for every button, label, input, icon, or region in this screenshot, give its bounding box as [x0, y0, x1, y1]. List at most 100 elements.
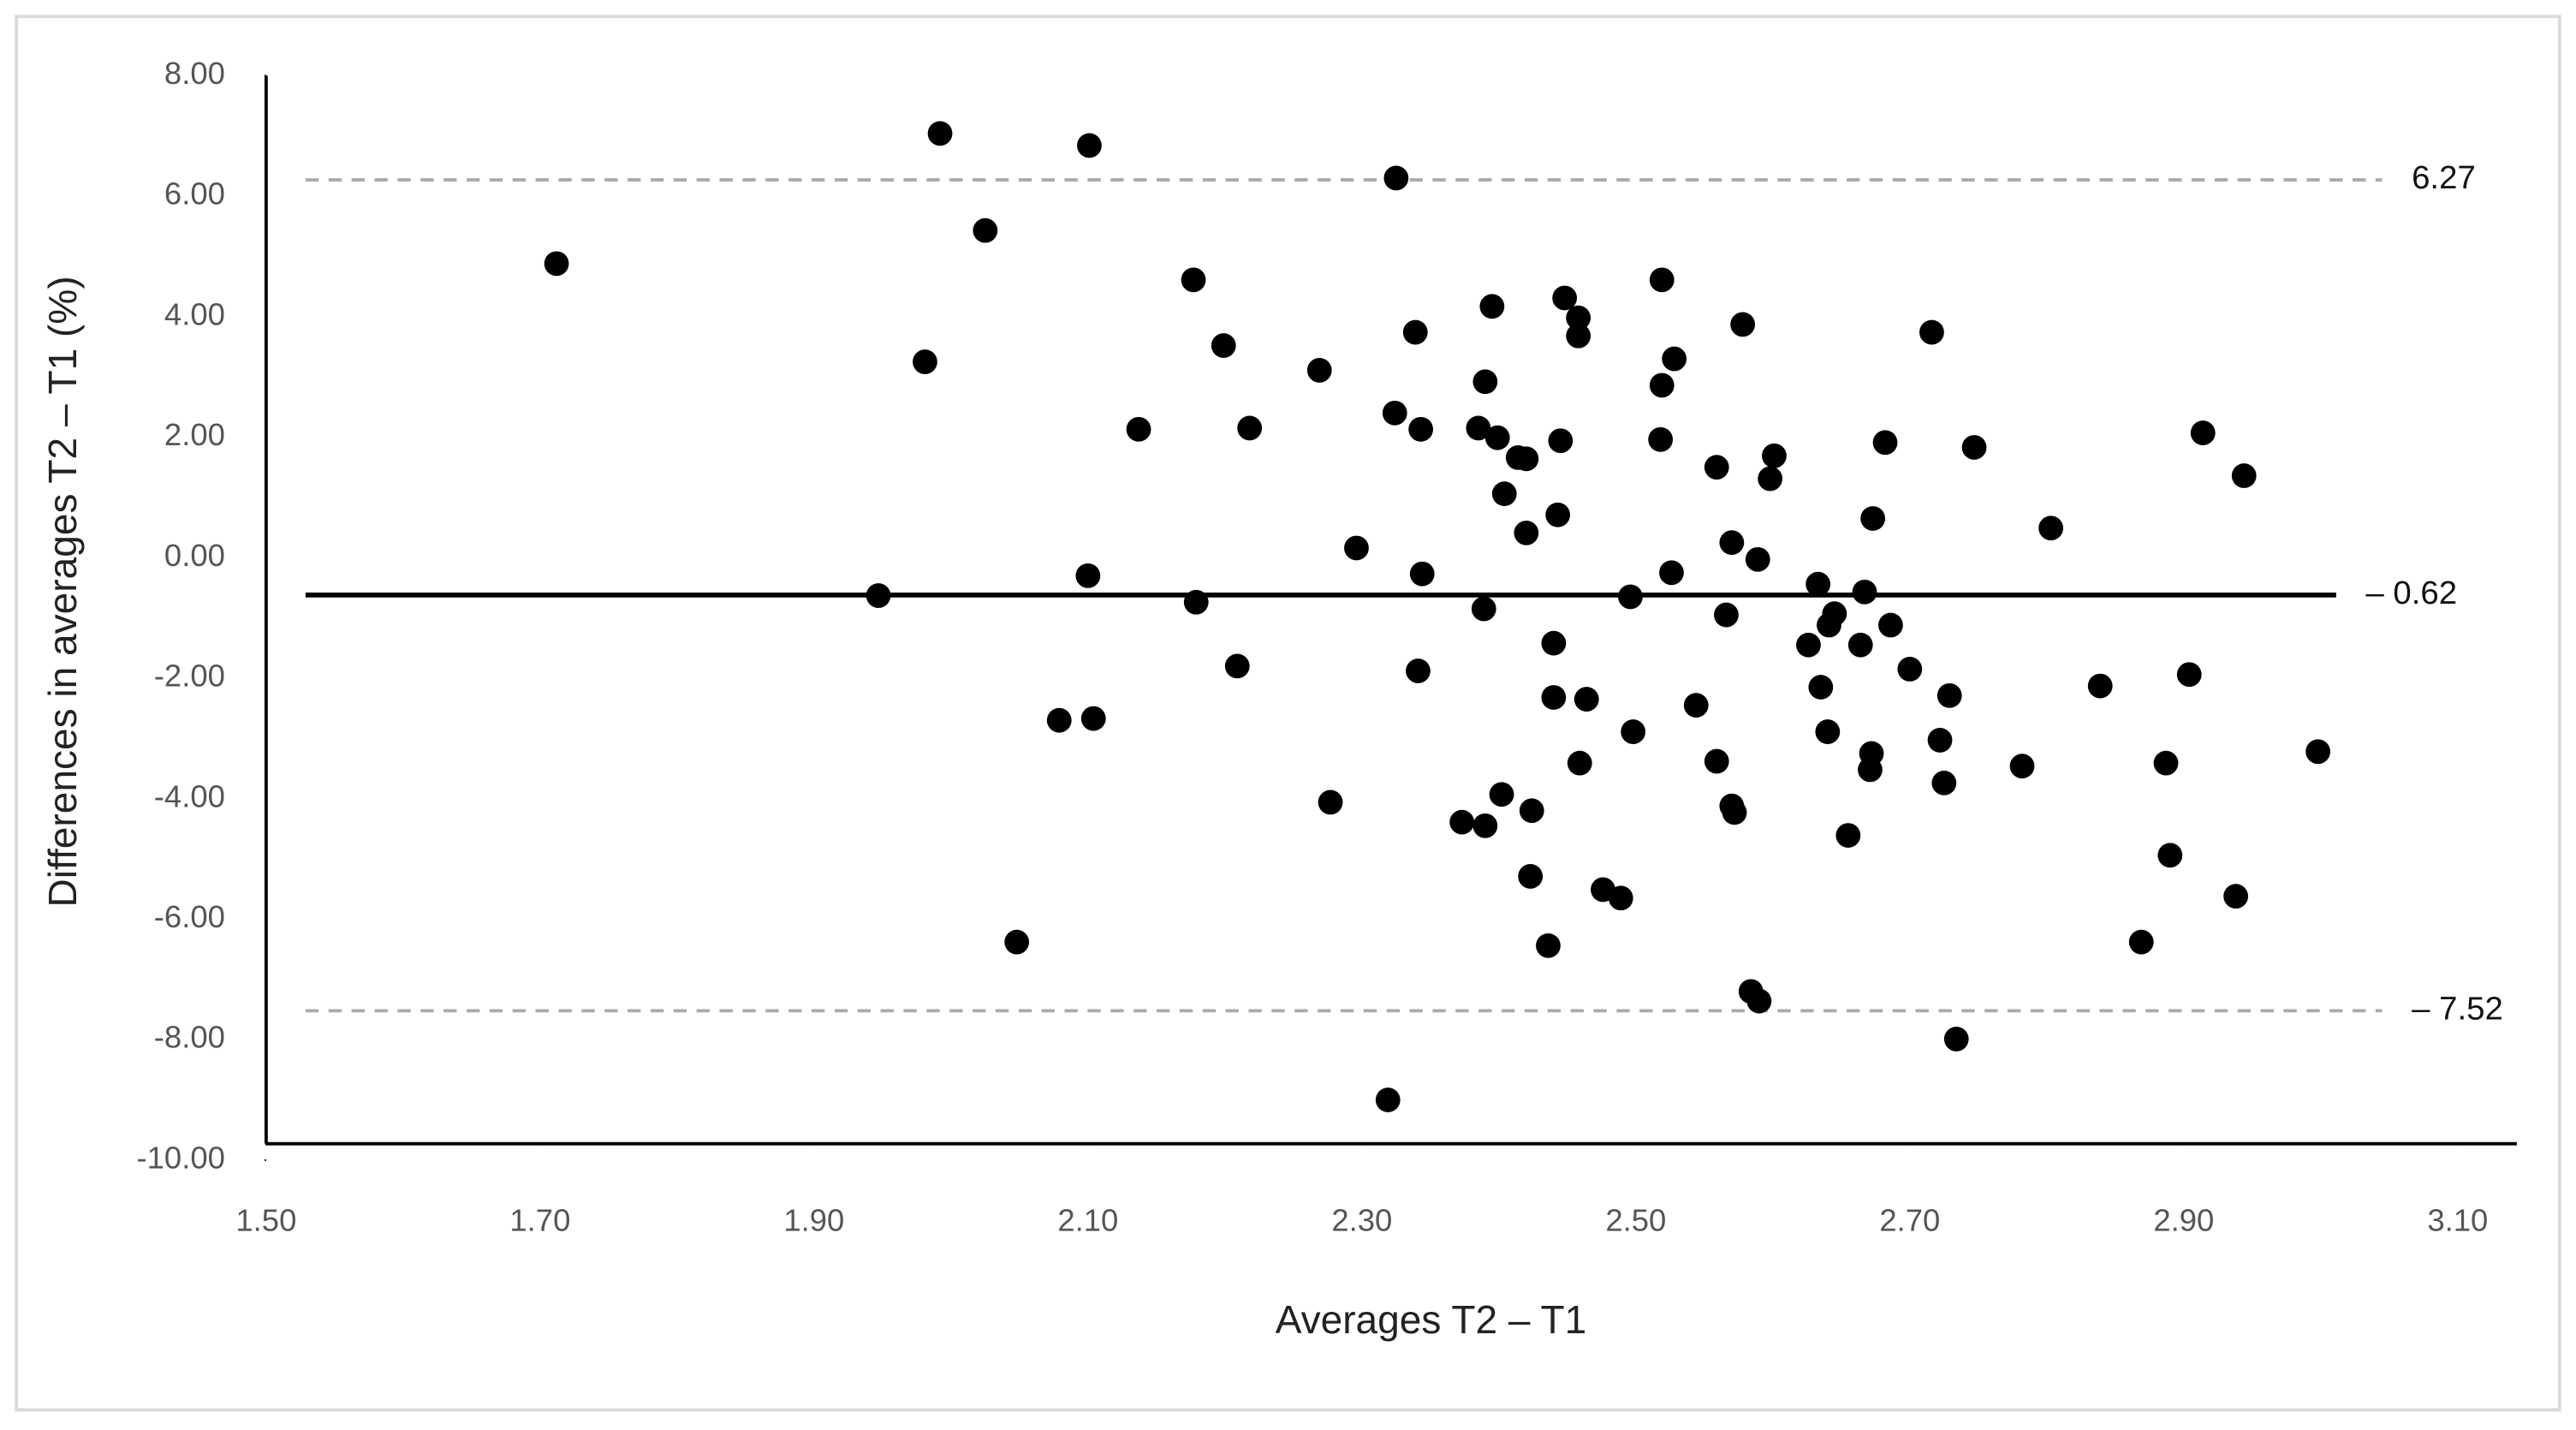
data-point [1683, 693, 1709, 718]
data-point [2305, 739, 2331, 765]
data-point [1306, 358, 1332, 383]
y-tick-label: -8.00 [154, 1020, 225, 1055]
data-point [2153, 750, 2179, 776]
data-point [1762, 443, 1787, 468]
data-point [1746, 988, 1772, 1014]
x-tick-label: 1.70 [509, 1202, 570, 1237]
y-tick-label: -6.00 [154, 899, 225, 934]
data-point [1472, 369, 1498, 395]
data-point [1704, 455, 1729, 480]
data-point [1466, 415, 1491, 441]
y-tick-label: -10.00 [137, 1140, 225, 1175]
data-point [1518, 864, 1544, 889]
data-point [1860, 506, 1886, 531]
data-point [1897, 657, 1923, 682]
data-point [1662, 346, 1687, 372]
y-tick-label: 8.00 [164, 56, 225, 91]
data-point [1402, 319, 1428, 345]
data-point [1567, 750, 1592, 776]
data-point [1649, 372, 1675, 398]
data-point [1815, 719, 1841, 744]
data-point [1541, 685, 1567, 710]
data-point [973, 217, 998, 243]
x-tick-label: 2.50 [1605, 1202, 1666, 1237]
data-point [544, 251, 569, 277]
data-point [1472, 813, 1498, 838]
data-point [1077, 133, 1102, 158]
data-point [1704, 748, 1729, 774]
data-point [1608, 885, 1633, 911]
data-point [1046, 707, 1072, 733]
y-tick-label: 6.00 [164, 176, 225, 212]
data-point [1536, 932, 1561, 958]
data-point [1211, 333, 1236, 358]
data-point [1548, 428, 1574, 454]
data-point [1872, 430, 1898, 456]
data-point [1514, 520, 1539, 545]
x-tick-label: 2.70 [1879, 1202, 1940, 1237]
x-tick-label: 2.90 [2153, 1202, 2214, 1237]
data-point [2087, 673, 2113, 699]
reference-label: 6.27 [2412, 159, 2476, 196]
reference-label: – 7.52 [2412, 990, 2503, 1027]
data-point [1961, 435, 1987, 460]
data-point [1181, 267, 1206, 293]
data-point [1224, 653, 1250, 679]
x-tick-label: 1.90 [783, 1202, 844, 1237]
data-point [1406, 658, 1431, 683]
reference-label: – 0.62 [2365, 575, 2457, 611]
data-point [1075, 563, 1101, 588]
data-point [1449, 809, 1475, 835]
data-point [1409, 561, 1435, 587]
data-point [1852, 579, 1877, 605]
x-tick-label: 2.30 [1331, 1202, 1392, 1237]
data-point [1859, 741, 1884, 766]
data-point [2190, 420, 2216, 445]
y-tick-label: 4.00 [164, 296, 225, 331]
y-tick-label: -2.00 [154, 658, 225, 694]
data-point [1318, 789, 1343, 815]
data-point [1344, 535, 1369, 561]
data-point [1489, 782, 1514, 807]
x-axis-title: Averages T2 – T1 [1276, 1297, 1586, 1342]
data-point [1758, 466, 1783, 492]
data-point [1491, 481, 1517, 507]
data-point [1796, 632, 1821, 658]
data-point [1714, 602, 1739, 628]
data-point [1375, 1087, 1401, 1112]
data-point [1618, 584, 1643, 610]
data-point [1943, 1027, 1969, 1052]
data-point [2157, 843, 2183, 868]
data-point [1126, 416, 1151, 442]
data-point [1004, 929, 1030, 955]
data-point [1479, 294, 1505, 319]
data-point [1822, 601, 1847, 627]
data-point [1808, 675, 1834, 700]
data-point [1745, 546, 1770, 572]
data-point [1237, 415, 1263, 441]
data-point [2128, 929, 2154, 955]
data-point [1566, 305, 1591, 331]
data-point [1484, 425, 1510, 450]
data-point [913, 349, 937, 374]
y-tick-label: 0.00 [164, 538, 225, 573]
data-point [1382, 400, 1407, 426]
x-tick-label: 1.50 [235, 1202, 296, 1237]
data-point [1519, 798, 1544, 824]
data-point [1566, 323, 1591, 349]
data-point [1648, 426, 1674, 452]
x-tick-label: 2.10 [1057, 1202, 1118, 1237]
data-point [1514, 446, 1539, 472]
data-point [1659, 560, 1684, 586]
data-point [1471, 596, 1496, 622]
data-point [1806, 571, 1831, 597]
data-point [1835, 823, 1861, 848]
data-point [1080, 706, 1106, 731]
data-point [1919, 319, 1944, 345]
y-tick-label: -4.00 [154, 778, 225, 813]
data-point [1847, 632, 1873, 658]
data-point [866, 583, 891, 608]
data-point [1722, 800, 1747, 825]
